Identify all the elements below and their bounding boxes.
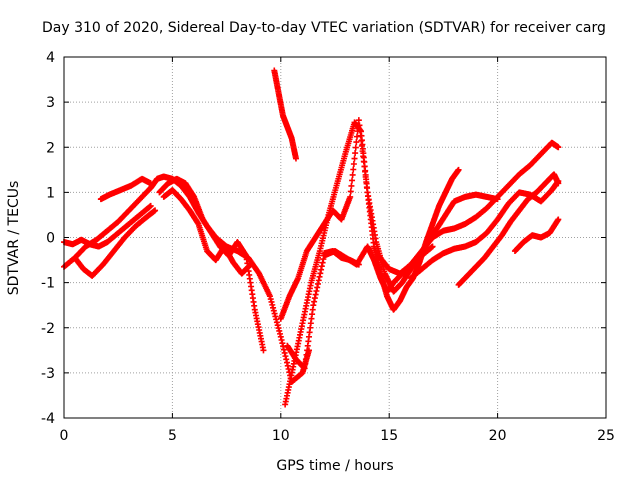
data-point bbox=[429, 243, 436, 250]
plot-frame bbox=[63, 56, 607, 419]
data-point bbox=[349, 171, 356, 178]
x-tick-label: 10 bbox=[272, 428, 290, 444]
y-axis-label: SDTVAR / TECUs bbox=[6, 181, 22, 296]
data-points bbox=[61, 67, 562, 408]
data-point bbox=[358, 142, 365, 149]
data-series bbox=[156, 175, 267, 354]
data-point bbox=[355, 261, 362, 268]
data-point bbox=[357, 127, 364, 134]
data-point bbox=[247, 261, 254, 268]
y-tick-label: 1 bbox=[46, 185, 55, 201]
x-tick-label: 25 bbox=[597, 428, 615, 444]
x-tick-label: 15 bbox=[380, 428, 398, 444]
data-point bbox=[260, 347, 267, 354]
data-point bbox=[352, 144, 359, 151]
data-point bbox=[360, 158, 367, 165]
data-point bbox=[350, 161, 357, 168]
data-series bbox=[271, 67, 299, 162]
data-point bbox=[356, 122, 363, 129]
data-series bbox=[511, 216, 562, 255]
data-series bbox=[71, 207, 159, 279]
x-tick-label: 5 bbox=[168, 428, 177, 444]
data-series bbox=[321, 248, 362, 268]
data-point bbox=[360, 153, 367, 160]
data-point bbox=[350, 166, 357, 173]
y-tick-label: 4 bbox=[46, 50, 55, 66]
x-tick-label: 20 bbox=[489, 428, 507, 444]
data-series bbox=[375, 139, 562, 277]
data-point bbox=[353, 133, 360, 140]
y-tick-label: -2 bbox=[41, 321, 55, 337]
data-series bbox=[97, 175, 154, 203]
y-tick-label: -1 bbox=[41, 276, 55, 292]
data-point bbox=[358, 137, 365, 144]
data-point bbox=[362, 173, 369, 180]
data-series bbox=[61, 184, 154, 270]
data-point bbox=[361, 163, 368, 170]
y-tick-label: 3 bbox=[46, 95, 55, 111]
grid-lines bbox=[64, 57, 606, 418]
y-tick-label: 2 bbox=[46, 140, 55, 156]
axis-ticks: 0 5 10 15 20 25 -4 -3 -2 -1 0 1 2 3 4 bbox=[41, 50, 615, 444]
x-tick-label: 0 bbox=[60, 428, 69, 444]
chart-title: Day 310 of 2020, Sidereal Day-to-day VTE… bbox=[42, 20, 606, 36]
data-point bbox=[363, 184, 370, 191]
data-point bbox=[147, 202, 154, 209]
y-tick-label: -3 bbox=[41, 366, 55, 382]
data-point bbox=[353, 139, 360, 146]
data-point bbox=[351, 155, 358, 162]
data-point bbox=[363, 179, 370, 186]
data-point bbox=[355, 117, 362, 124]
data-point bbox=[362, 168, 369, 175]
data-series bbox=[455, 171, 562, 288]
data-point bbox=[152, 207, 159, 214]
data-point bbox=[347, 193, 354, 200]
data-series bbox=[61, 202, 154, 250]
data-point bbox=[349, 177, 356, 184]
data-series bbox=[282, 119, 462, 408]
x-axis-label: GPS time / hours bbox=[276, 458, 393, 474]
y-tick-label: 0 bbox=[46, 231, 55, 247]
data-point bbox=[555, 180, 562, 187]
y-tick-label: -4 bbox=[41, 411, 55, 427]
data-point bbox=[555, 144, 562, 151]
data-point bbox=[348, 182, 355, 189]
data-series bbox=[284, 243, 436, 372]
data-point bbox=[357, 132, 364, 139]
data-point bbox=[347, 188, 354, 195]
data-point bbox=[359, 148, 366, 155]
data-point bbox=[455, 166, 462, 173]
data-series bbox=[160, 187, 254, 277]
data-point bbox=[555, 216, 562, 223]
data-point bbox=[292, 155, 299, 162]
data-point bbox=[352, 150, 359, 157]
